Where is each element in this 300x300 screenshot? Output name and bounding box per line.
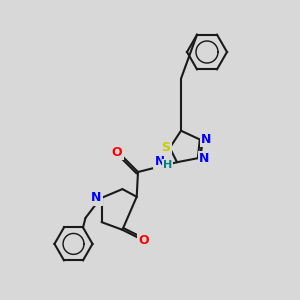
Text: N: N xyxy=(199,152,210,165)
Text: O: O xyxy=(112,146,122,158)
Text: S: S xyxy=(161,141,170,154)
Text: H: H xyxy=(163,160,172,170)
Text: N: N xyxy=(201,133,211,146)
Text: N: N xyxy=(91,191,102,204)
Text: N: N xyxy=(154,154,164,168)
Text: O: O xyxy=(138,234,149,247)
